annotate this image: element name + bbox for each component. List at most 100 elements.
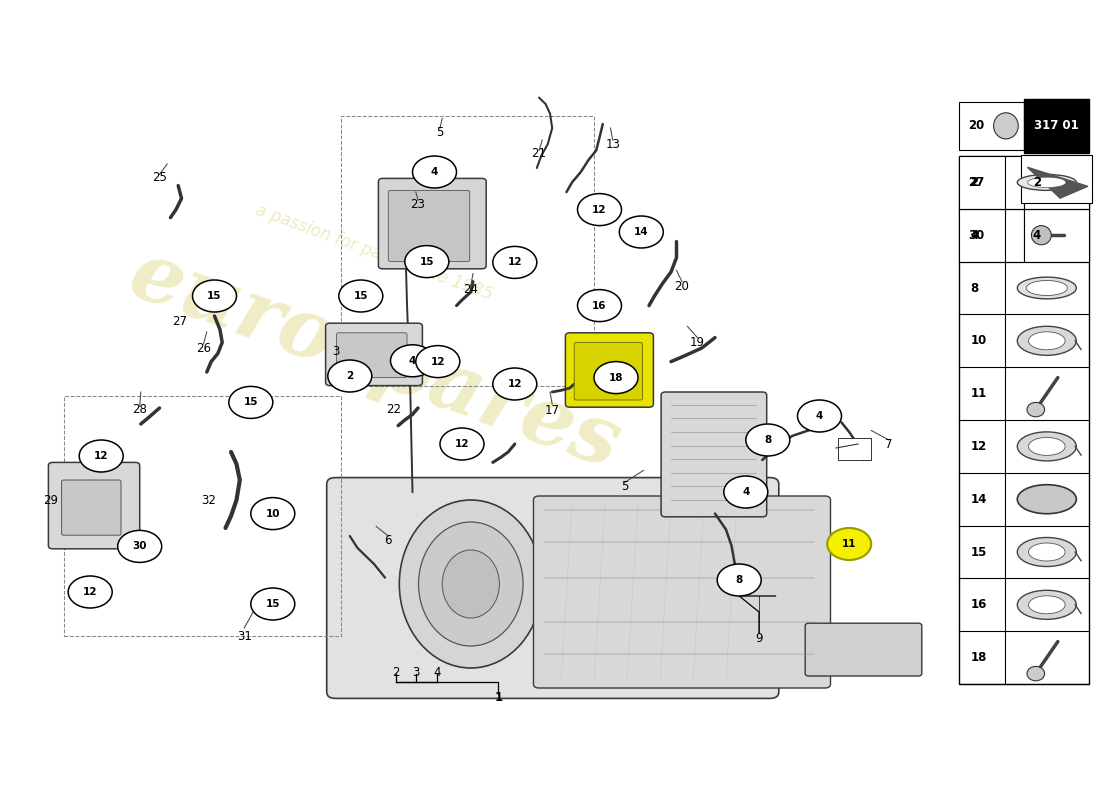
Text: 12: 12: [82, 587, 98, 597]
Text: 4: 4: [816, 411, 823, 421]
Text: 26: 26: [196, 342, 211, 354]
Text: 11: 11: [842, 539, 857, 549]
Text: 10: 10: [265, 509, 280, 518]
Circle shape: [746, 424, 790, 456]
Text: 2: 2: [346, 371, 353, 381]
FancyBboxPatch shape: [661, 392, 767, 517]
FancyBboxPatch shape: [959, 156, 1024, 209]
Text: 18: 18: [970, 651, 987, 664]
Text: 30: 30: [968, 229, 984, 242]
Ellipse shape: [1018, 432, 1076, 461]
Text: 2: 2: [393, 666, 399, 678]
Text: 23: 23: [410, 198, 426, 210]
Text: 8: 8: [970, 282, 979, 294]
Text: 3: 3: [412, 666, 419, 678]
Circle shape: [251, 498, 295, 530]
Text: 3: 3: [332, 346, 339, 358]
Text: 15: 15: [353, 291, 369, 301]
Text: 15: 15: [419, 257, 435, 266]
Text: 1: 1: [494, 691, 503, 704]
Circle shape: [390, 345, 435, 377]
Text: 317 01: 317 01: [1034, 119, 1079, 132]
Text: 20: 20: [674, 280, 690, 293]
FancyBboxPatch shape: [1021, 155, 1092, 203]
Text: 15: 15: [207, 291, 222, 301]
Ellipse shape: [1027, 666, 1045, 681]
FancyBboxPatch shape: [1024, 209, 1089, 262]
Text: 2: 2: [1033, 176, 1041, 189]
Text: 4: 4: [742, 487, 749, 497]
Circle shape: [594, 362, 638, 394]
Text: 4: 4: [433, 666, 440, 678]
FancyBboxPatch shape: [959, 102, 1024, 150]
Text: 12: 12: [430, 357, 446, 366]
Text: 8: 8: [764, 435, 771, 445]
FancyBboxPatch shape: [62, 480, 121, 535]
Text: 15: 15: [970, 546, 987, 558]
Ellipse shape: [1027, 402, 1045, 417]
Circle shape: [251, 588, 295, 620]
Circle shape: [68, 576, 112, 608]
Text: 2: 2: [970, 176, 978, 189]
Ellipse shape: [1032, 226, 1052, 245]
Text: 32: 32: [201, 494, 217, 506]
Text: 4: 4: [1033, 229, 1042, 242]
FancyBboxPatch shape: [1024, 99, 1089, 153]
Circle shape: [328, 360, 372, 392]
Ellipse shape: [1018, 538, 1076, 566]
Text: eurospares: eurospares: [118, 234, 630, 486]
Circle shape: [493, 246, 537, 278]
FancyBboxPatch shape: [959, 156, 1089, 684]
Text: 27: 27: [968, 176, 984, 189]
Ellipse shape: [399, 500, 542, 668]
Circle shape: [412, 156, 456, 188]
Text: 7: 7: [886, 438, 892, 450]
Ellipse shape: [1018, 485, 1076, 514]
Text: 31: 31: [236, 630, 252, 642]
Ellipse shape: [1027, 177, 1066, 188]
Circle shape: [619, 216, 663, 248]
Text: 13: 13: [605, 138, 620, 150]
Circle shape: [724, 476, 768, 508]
Ellipse shape: [442, 550, 499, 618]
Text: a passion for parts since 1985: a passion for parts since 1985: [253, 201, 495, 303]
Circle shape: [798, 400, 842, 432]
Text: 5: 5: [437, 126, 443, 138]
Text: 21: 21: [531, 147, 547, 160]
Ellipse shape: [1018, 590, 1076, 619]
Circle shape: [405, 246, 449, 278]
Text: 16: 16: [970, 598, 987, 611]
Text: 24: 24: [463, 283, 478, 296]
FancyBboxPatch shape: [378, 178, 486, 269]
Ellipse shape: [1018, 174, 1076, 190]
Text: 12: 12: [507, 258, 522, 267]
Text: 12: 12: [94, 451, 109, 461]
Ellipse shape: [993, 113, 1019, 139]
Text: 9: 9: [756, 632, 762, 645]
FancyBboxPatch shape: [1024, 156, 1089, 209]
Text: 10: 10: [970, 334, 987, 347]
Circle shape: [416, 346, 460, 378]
FancyBboxPatch shape: [805, 623, 922, 676]
Text: 18: 18: [608, 373, 624, 382]
Text: 14: 14: [970, 493, 987, 506]
Text: 6: 6: [385, 534, 392, 546]
Text: 17: 17: [544, 404, 560, 417]
Text: 12: 12: [507, 379, 522, 389]
FancyBboxPatch shape: [574, 342, 642, 400]
Text: 15: 15: [243, 398, 258, 407]
Polygon shape: [1027, 167, 1088, 198]
Text: 27: 27: [172, 315, 187, 328]
Ellipse shape: [1018, 277, 1076, 299]
FancyBboxPatch shape: [388, 190, 470, 262]
Text: 20: 20: [968, 119, 984, 132]
Circle shape: [717, 564, 761, 596]
Text: 8: 8: [736, 575, 743, 585]
FancyBboxPatch shape: [326, 323, 422, 386]
Ellipse shape: [1028, 543, 1065, 561]
FancyBboxPatch shape: [959, 209, 1024, 262]
Ellipse shape: [1028, 596, 1065, 614]
Text: 4: 4: [970, 229, 979, 242]
Ellipse shape: [1028, 332, 1065, 350]
Text: 29: 29: [43, 494, 58, 506]
